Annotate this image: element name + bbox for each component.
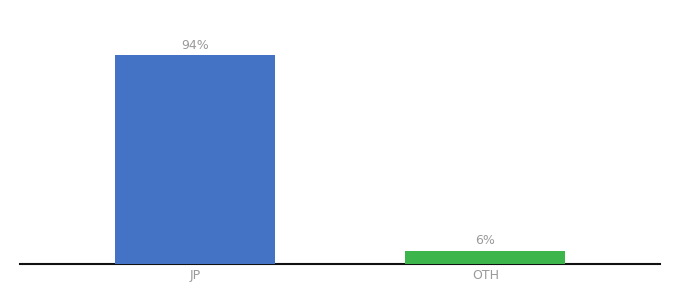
- Bar: [405, 251, 565, 264]
- Text: 94%: 94%: [181, 39, 209, 52]
- Text: 6%: 6%: [475, 234, 495, 247]
- Bar: [115, 55, 275, 264]
